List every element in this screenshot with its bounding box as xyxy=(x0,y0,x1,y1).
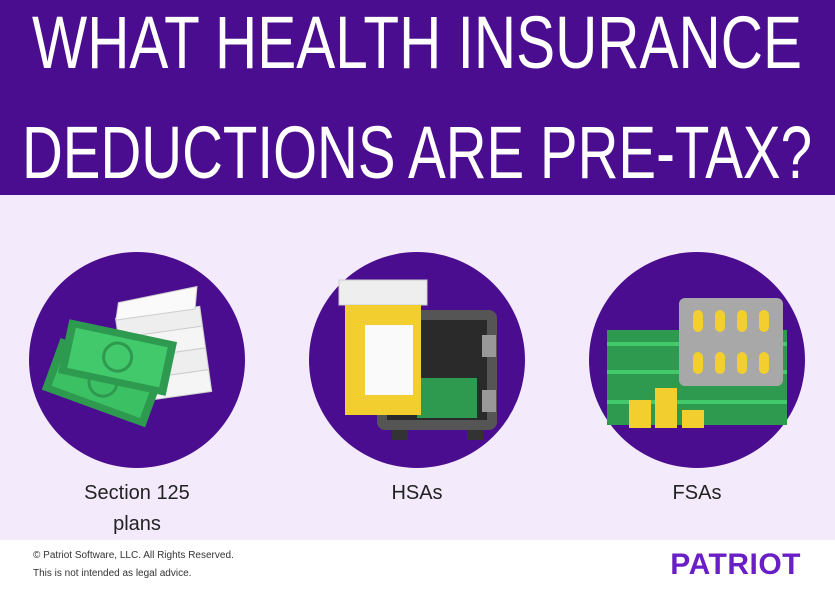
item-label: Section 125 plans xyxy=(84,482,190,535)
disclaimer: This is not intended as legal advice. xyxy=(33,568,192,579)
items-area: Section 125 plans HSAs xyxy=(0,195,835,540)
item-label: HSAs xyxy=(391,482,443,504)
money-icon xyxy=(29,252,245,468)
item: HSAs xyxy=(307,250,527,509)
copyright: © Patriot Software, LLC. All Rights Rese… xyxy=(33,550,234,561)
title-line: WHAT HEALTH INSURANCE xyxy=(32,1,802,84)
header: WHAT HEALTH INSURANCE DEDUCTIONS ARE PRE… xyxy=(0,0,835,195)
footer: © Patriot Software, LLC. All Rights Rese… xyxy=(0,540,835,600)
title-line: DEDUCTIONS ARE PRE-TAX? xyxy=(22,111,812,194)
hsa-icon xyxy=(309,252,525,468)
logo: PATRIOT xyxy=(670,548,801,581)
item: FSAs xyxy=(587,250,807,509)
title: WHAT HEALTH INSURANCE DEDUCTIONS ARE PRE… xyxy=(22,1,812,194)
fsa-icon xyxy=(589,252,805,468)
item: Section 125 plans xyxy=(27,250,247,540)
item-label: FSAs xyxy=(672,482,722,504)
